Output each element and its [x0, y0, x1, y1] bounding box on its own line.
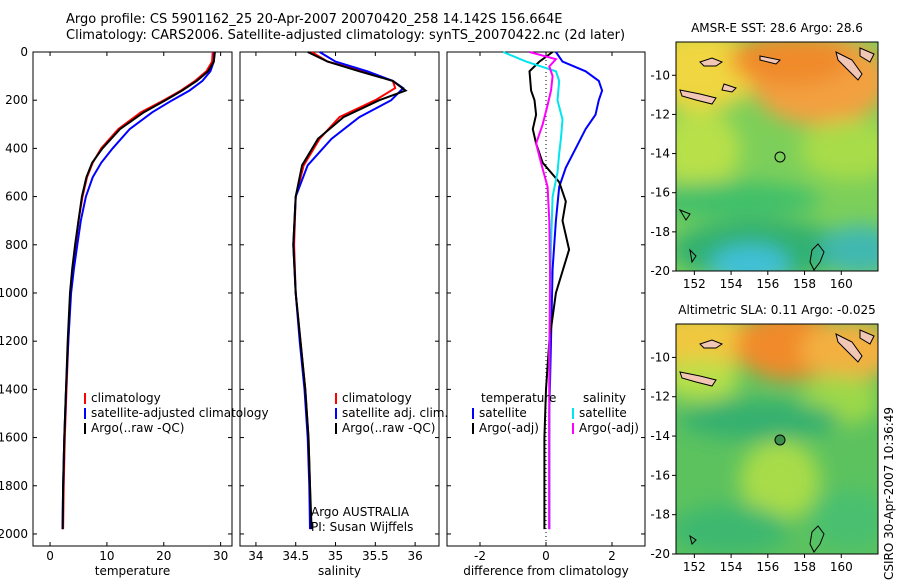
series-line-2 — [61, 51, 216, 530]
x-axis-label: difference from climatology — [463, 564, 629, 578]
map-y-tick-label: -10 — [650, 68, 670, 82]
map-x-tick-label: 154 — [720, 560, 743, 574]
legend-header: temperature — [481, 391, 556, 405]
timestamp-vertical: CSIRO 30-Apr-2007 10:36:49 — [882, 407, 896, 580]
depth-tick-label: 800 — [5, 238, 28, 252]
map-x-tick-label: 158 — [793, 560, 816, 574]
map-y-tick-label: -14 — [650, 147, 670, 161]
x-tick-label: 0 — [542, 549, 550, 563]
x-tick-label: 0 — [46, 549, 54, 563]
depth-tick-label: 1800 — [0, 479, 28, 493]
x-tick-label: 34 — [248, 549, 263, 563]
x-tick-label: 2 — [608, 549, 616, 563]
legend-label: Argo(-adj) — [479, 421, 539, 435]
map-y-tick-label: -20 — [650, 264, 670, 278]
depth-tick-label: 1400 — [0, 382, 28, 396]
map-x-tick-label: 152 — [683, 560, 706, 574]
panel-frame — [32, 51, 233, 547]
map-x-tick-label: 152 — [683, 277, 706, 291]
depth-tick-label: 1000 — [0, 286, 28, 300]
series-line-3 — [292, 51, 408, 530]
legend-label: satellite adj. clim. — [342, 406, 448, 420]
figure-title-line2: Climatology: CARS2006. Satellite-adjuste… — [66, 28, 626, 43]
depth-tick-label: 400 — [5, 141, 28, 155]
profile-panel-2: 34 34.5 35 35.5 36 salinity climatologysatelli… — [239, 51, 448, 578]
depth-tick-label: 200 — [5, 93, 28, 107]
map-y-tick-label: -20 — [650, 547, 670, 561]
x-axis-label: temperature — [95, 564, 170, 578]
series-line-3 — [502, 51, 564, 530]
panel-frame — [446, 51, 646, 547]
depth-tick-label: 2000 — [0, 527, 28, 541]
map-y-tick-label: -18 — [650, 508, 670, 522]
legend-label: satellite-adjusted climatology — [91, 406, 269, 420]
map-y-tick-label: -12 — [650, 390, 670, 404]
depth-tick-label: 600 — [5, 190, 28, 204]
legend-label: Argo(..raw -QC) — [342, 421, 435, 435]
legend-label: climatology — [342, 391, 412, 405]
map-x-tick-label: 154 — [720, 277, 743, 291]
profile-panel-1: 0 10 20 30 temperature climatologysatellite-a… — [32, 51, 269, 578]
legend-label: Argo(-adj) — [579, 421, 639, 435]
map-axes-1: AMSR-E SST: 28.6 Argo: 28.6 152 154 156 158 1… — [650, 21, 863, 291]
map-y-tick-label: -16 — [650, 186, 670, 200]
legend-header: salinity — [583, 391, 626, 405]
legend-label: Argo(..raw -QC) — [91, 421, 184, 435]
x-axis-label: salinity — [318, 564, 361, 578]
map-y-tick-label: -16 — [650, 468, 670, 482]
legend-label: climatology — [91, 391, 161, 405]
legend-label: satellite — [579, 406, 627, 420]
x-tick-label: 10 — [99, 549, 114, 563]
x-tick-label: 36 — [407, 549, 422, 563]
depth-tick-label: 0 — [20, 45, 28, 59]
x-tick-label: -2 — [474, 549, 486, 563]
map-x-tick-label: 160 — [830, 560, 853, 574]
map-x-tick-label: 158 — [793, 277, 816, 291]
depth-tick-label: 1600 — [0, 431, 28, 445]
panel-frame — [239, 51, 440, 547]
x-tick-label: 30 — [213, 549, 228, 563]
map-y-tick-label: -12 — [650, 107, 670, 121]
map-title: Altimetric SLA: 0.11 Argo: -0.025 — [678, 303, 875, 317]
depth-tick-label: 1200 — [0, 334, 28, 348]
map-x-tick-label: 156 — [756, 560, 779, 574]
map-y-tick-label: -10 — [650, 350, 670, 364]
pi-annotation: PI: Susan Wijffels — [311, 520, 413, 534]
x-tick-label: 35 — [328, 549, 343, 563]
pi-annotation: Argo AUSTRALIA — [311, 505, 410, 519]
sla-map — [675, 323, 879, 555]
map-y-tick-label: -18 — [650, 225, 670, 239]
sst-map — [675, 41, 879, 272]
map-y-tick-label: -14 — [650, 429, 670, 443]
x-tick-label: 20 — [156, 549, 171, 563]
legend-label: satellite — [479, 406, 527, 420]
series-line-3 — [61, 51, 216, 530]
map-x-tick-label: 156 — [756, 277, 779, 291]
map-title: AMSR-E SST: 28.6 Argo: 28.6 — [691, 21, 863, 35]
x-tick-label: 35.5 — [362, 549, 389, 563]
figure-title-line1: Argo profile: CS 5901162_25 20-Apr-2007 … — [66, 12, 563, 27]
x-tick-label: 34.5 — [282, 549, 309, 563]
series-line-4 — [529, 51, 558, 530]
map-x-tick-label: 160 — [830, 277, 853, 291]
series-line-1 — [548, 51, 604, 530]
map-axes-2: Altimetric SLA: 0.11 Argo: -0.025 152 154 1… — [650, 303, 875, 574]
